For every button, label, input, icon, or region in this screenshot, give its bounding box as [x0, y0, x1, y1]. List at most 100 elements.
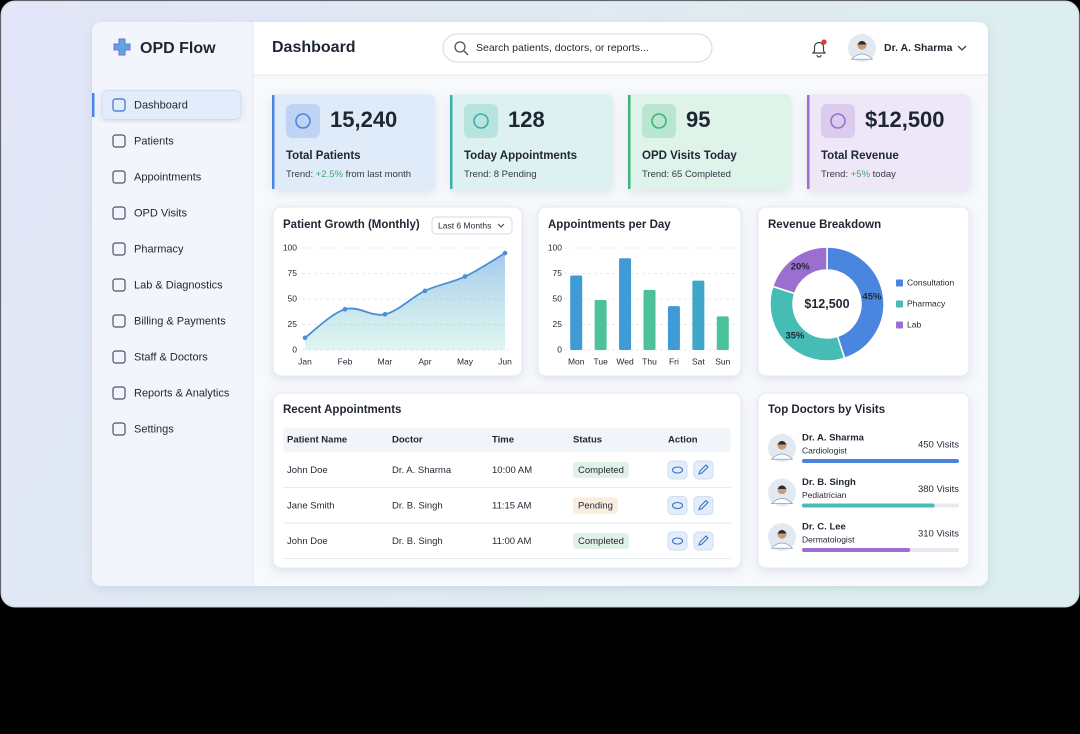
chart-title: Patient Growth (Monthly): [283, 219, 420, 231]
bar: [643, 289, 656, 350]
table-header-cell: Time: [492, 435, 514, 446]
page-title: Dashboard: [272, 39, 356, 56]
nav-icon: [112, 98, 126, 112]
nav-item[interactable]: Dashboard: [92, 90, 242, 120]
stat-card-base: [450, 94, 613, 190]
edit-button[interactable]: [693, 496, 714, 515]
x-tick-label: Apr: [418, 356, 431, 366]
nav-item[interactable]: Patients: [112, 134, 174, 148]
view-button[interactable]: [667, 496, 688, 515]
stat-value: 95: [686, 107, 710, 132]
nav-label: Reports & Analytics: [134, 387, 230, 399]
eye-icon: [671, 466, 684, 474]
doctor-visits: 450 Visits: [918, 440, 959, 451]
nav-icon: [112, 242, 126, 256]
nav-item[interactable]: OPD Visits: [112, 206, 187, 220]
visits-bar: [802, 459, 959, 463]
view-button[interactable]: [667, 531, 688, 551]
nav-label: Pharmacy: [134, 243, 184, 255]
nav-label: Appointments: [134, 171, 202, 183]
nav-icon: [112, 206, 126, 220]
stat-trend: Trend: +2.5% from last month: [286, 169, 411, 180]
avatar[interactable]: [848, 34, 876, 62]
line: [304, 252, 506, 339]
stat-icon-box: [642, 104, 676, 138]
trend-part: from last month: [343, 169, 411, 180]
bell-icon[interactable]: [811, 41, 827, 58]
doctor-specialty: Cardiologist: [802, 445, 848, 455]
doctor-specialty: Dermatologist: [802, 534, 855, 544]
chart-filter[interactable]: [431, 216, 513, 235]
bar: [594, 300, 607, 350]
table-cell: 11:00 AM: [492, 536, 532, 547]
status-label: Completed: [578, 465, 624, 476]
nav-item[interactable]: Reports & Analytics: [112, 386, 230, 400]
status-label: Completed: [578, 536, 624, 547]
table-cell: Dr. B. Singh: [392, 501, 443, 512]
user-name: Dr. A. Sharma: [884, 42, 953, 54]
chart-card: [537, 206, 742, 377]
search-box[interactable]: [442, 33, 713, 63]
edit-icon: [698, 535, 709, 546]
action-button: [693, 496, 714, 515]
nav-label: Settings: [134, 423, 174, 435]
legend-label: Pharmacy: [907, 298, 946, 308]
doctors-card: [757, 392, 970, 569]
table-cell: Jane Smith: [287, 501, 335, 512]
x-tick-label: May: [457, 356, 474, 366]
status-pill: [573, 462, 629, 478]
nav-item[interactable]: Staff & Doctors: [112, 350, 208, 364]
nav-active-bar: [92, 93, 95, 117]
avatar-hair: [777, 485, 787, 489]
stat-icon: [473, 113, 489, 129]
x-tick-label: Wed: [616, 356, 634, 366]
doctor-name: Dr. B. Singh: [802, 477, 856, 488]
avatar: [768, 523, 796, 551]
avatar: [768, 478, 796, 507]
x-tick-label: Tue: [593, 356, 608, 366]
nav-item[interactable]: Pharmacy: [112, 242, 184, 256]
view-button[interactable]: [667, 460, 688, 480]
stat-icon-box: [286, 104, 320, 138]
x-tick-label: Mon: [568, 356, 585, 366]
nav-item[interactable]: Settings: [112, 422, 174, 436]
stat-card: [450, 94, 613, 190]
trend-part: Trend: 8 Pending: [464, 169, 537, 180]
y-tick-label: 25: [288, 319, 298, 329]
table-cell: 10:00 AM: [492, 465, 532, 476]
x-tick-label: Thu: [642, 356, 657, 366]
nav-item[interactable]: Billing & Payments: [112, 314, 226, 328]
stat-card-accent: [628, 95, 631, 189]
doctor-specialty: Pediatrician: [802, 490, 847, 500]
table-header-cell: Action: [668, 435, 698, 446]
stat-label: Today Appointments: [464, 150, 577, 162]
bar: [692, 280, 705, 350]
stat-card: [628, 94, 791, 190]
nav-item[interactable]: Lab & Diagnostics: [112, 278, 223, 292]
stat-trend: Trend: +5% today: [821, 169, 896, 180]
stat-card: [272, 94, 435, 190]
edit-button[interactable]: [693, 531, 714, 551]
stat-value: $12,500: [865, 107, 945, 132]
nav-label: Staff & Doctors: [134, 351, 208, 363]
doctor-name: Dr. A. Sharma: [802, 433, 865, 444]
y-tick-label: 0: [557, 344, 562, 354]
trend-part: +2.5%: [316, 169, 344, 180]
edit-button[interactable]: [693, 460, 714, 480]
table-header-cell: Status: [573, 435, 602, 446]
bar: [667, 306, 680, 350]
chart-title: Appointments per Day: [548, 219, 671, 231]
avatar-body: [770, 542, 794, 549]
notification-dot: [821, 39, 827, 45]
brand-logo: [113, 38, 131, 56]
nav-label: Dashboard: [134, 99, 188, 111]
table-header-cell: Patient Name: [287, 435, 347, 446]
slice-label: 20%: [791, 262, 811, 273]
nav-item[interactable]: Appointments: [112, 170, 202, 184]
avatar-hair: [777, 441, 787, 445]
stat-label: Total Patients: [286, 150, 361, 162]
stat-trend: Trend: 8 Pending: [464, 169, 537, 180]
stat-card-accent: [450, 95, 453, 189]
action-button: [667, 531, 688, 551]
user-menu-chevron[interactable]: [957, 45, 967, 51]
